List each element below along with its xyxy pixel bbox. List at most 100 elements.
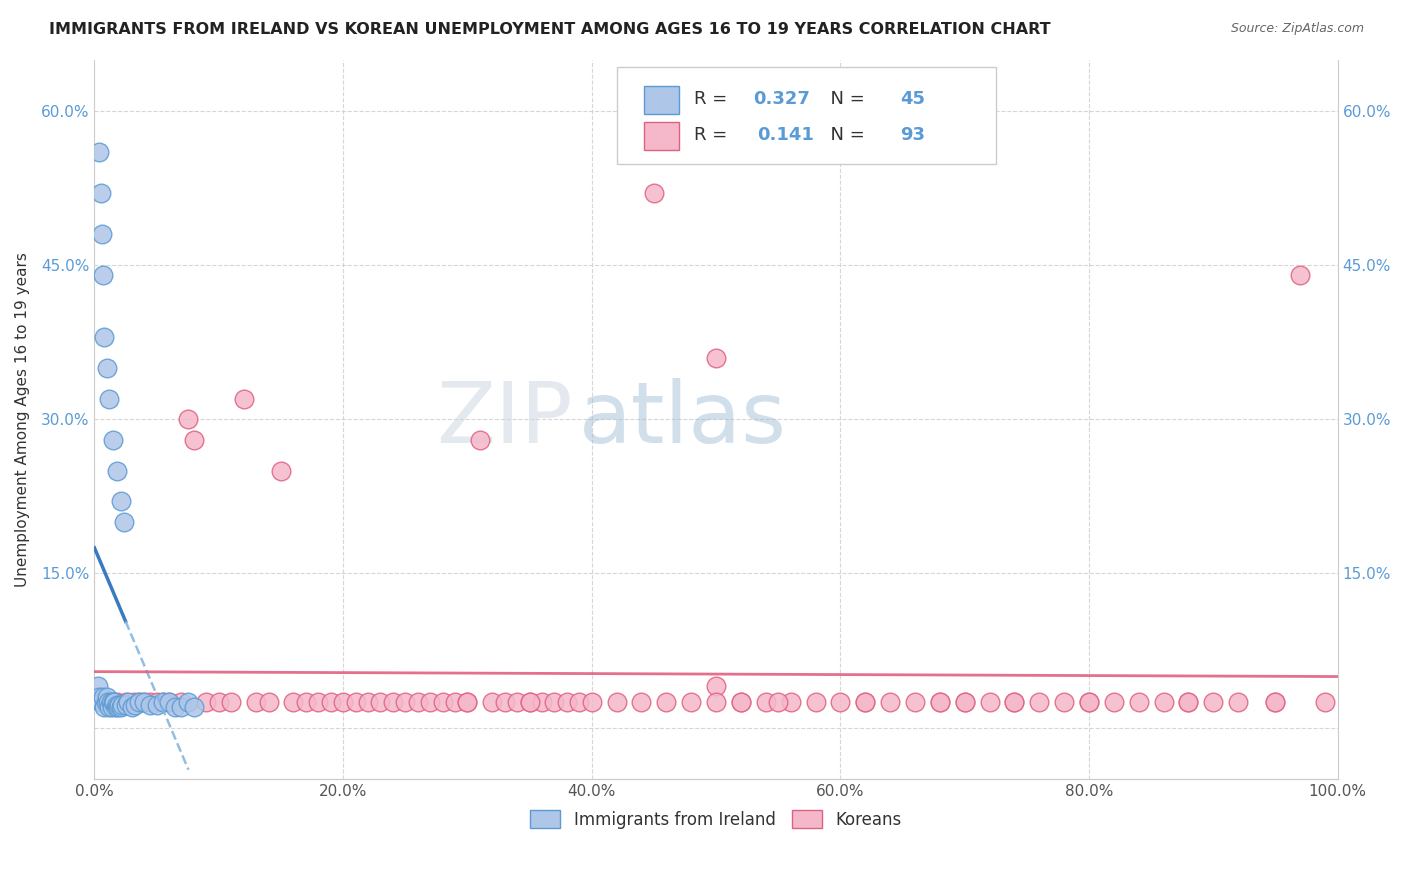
Point (928, 695, 950, 709)
Point (432, 695, 454, 709)
Legend: Immigrants from Ireland, Koreans: Immigrants from Ireland, Koreans (523, 804, 908, 835)
Point (655, 695, 678, 709)
Point (730, 695, 752, 709)
Point (112, 515, 135, 529)
Point (1128, 695, 1150, 709)
Text: R =: R = (693, 90, 733, 108)
Point (89, 690, 111, 704)
Point (581, 695, 603, 709)
Point (1264, 695, 1286, 709)
Point (110, 700, 132, 714)
Point (114, 695, 136, 709)
FancyBboxPatch shape (644, 87, 679, 113)
Text: 0.327: 0.327 (754, 90, 810, 108)
Point (93, 700, 115, 714)
Point (519, 695, 541, 709)
Text: IMMIGRANTS FROM IRELAND VS KOREAN UNEMPLOYMENT AMONG AGES 16 TO 19 YEARS CORRELA: IMMIGRANTS FROM IRELAND VS KOREAN UNEMPL… (49, 22, 1050, 37)
Point (494, 695, 516, 709)
Point (1002, 695, 1025, 709)
Point (139, 698, 162, 712)
Point (101, 700, 124, 714)
Point (121, 700, 143, 714)
Point (1264, 695, 1286, 709)
Point (165, 700, 187, 714)
Point (98, 695, 121, 709)
Point (89, 145, 111, 159)
Point (1078, 695, 1101, 709)
Point (1289, 268, 1312, 283)
Point (100, 695, 122, 709)
Point (94, 695, 117, 709)
Point (1315, 695, 1337, 709)
Point (406, 695, 429, 709)
Text: 45: 45 (900, 90, 925, 108)
Point (879, 695, 901, 709)
Point (295, 695, 318, 709)
Text: Source: ZipAtlas.com: Source: ZipAtlas.com (1230, 22, 1364, 36)
Point (177, 412, 200, 426)
Point (96, 690, 118, 704)
Point (853, 695, 876, 709)
Point (157, 695, 180, 709)
Point (804, 695, 827, 709)
Point (128, 695, 150, 709)
Point (468, 433, 491, 447)
Point (105, 698, 128, 712)
Point (91, 268, 114, 283)
Point (456, 695, 478, 709)
Point (357, 695, 380, 709)
Point (139, 695, 162, 709)
Point (766, 695, 789, 709)
Point (1177, 695, 1199, 709)
Point (208, 695, 231, 709)
Point (1227, 695, 1250, 709)
Point (114, 698, 136, 712)
Point (170, 695, 193, 709)
Y-axis label: Unemployment Among Ages 16 to 19 years: Unemployment Among Ages 16 to 19 years (15, 252, 30, 587)
Point (103, 695, 125, 709)
Point (87, 680, 110, 694)
Text: N =: N = (820, 126, 870, 145)
Point (953, 695, 976, 709)
Point (177, 695, 200, 709)
Text: R =: R = (693, 126, 738, 145)
Point (606, 695, 628, 709)
Point (853, 695, 876, 709)
Point (730, 695, 752, 709)
Point (93, 695, 115, 709)
Point (704, 695, 727, 709)
Point (98, 700, 121, 714)
Point (1078, 695, 1101, 709)
Point (101, 695, 124, 709)
Point (1153, 695, 1175, 709)
Point (630, 695, 652, 709)
Point (157, 695, 180, 709)
Point (232, 392, 254, 406)
FancyBboxPatch shape (644, 122, 679, 150)
Point (1053, 695, 1076, 709)
Point (245, 695, 267, 709)
Point (1202, 695, 1225, 709)
Text: atlas: atlas (579, 377, 787, 461)
Point (90, 695, 112, 709)
Point (183, 700, 205, 714)
Point (1177, 695, 1199, 709)
Point (830, 695, 852, 709)
Point (91, 690, 114, 704)
Point (344, 695, 367, 709)
Point (108, 698, 131, 712)
Point (111, 698, 134, 712)
Point (134, 695, 156, 709)
Text: 0.141: 0.141 (756, 126, 814, 145)
Point (704, 351, 727, 365)
Point (394, 695, 416, 709)
Point (97, 695, 120, 709)
Point (307, 695, 329, 709)
Point (152, 695, 174, 709)
Point (105, 464, 128, 478)
Point (381, 695, 404, 709)
Point (704, 680, 727, 694)
Point (98, 392, 121, 406)
Point (979, 695, 1001, 709)
Point (104, 700, 127, 714)
